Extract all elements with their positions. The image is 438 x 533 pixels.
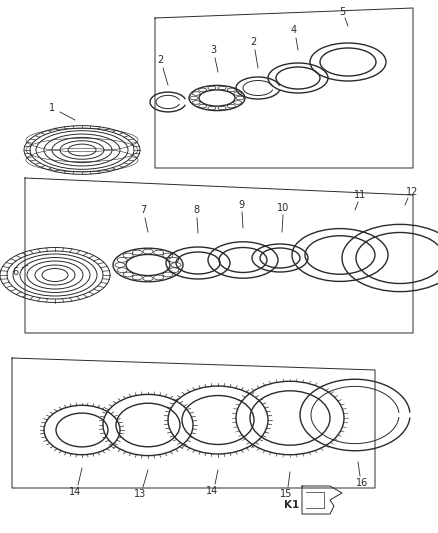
Text: 13: 13 xyxy=(134,489,146,499)
Text: 7: 7 xyxy=(140,205,146,215)
Text: 6: 6 xyxy=(12,267,18,277)
Text: 5: 5 xyxy=(339,7,345,17)
Text: 16: 16 xyxy=(356,478,368,488)
Text: 14: 14 xyxy=(206,486,218,496)
Text: 8: 8 xyxy=(193,205,199,215)
Text: 2: 2 xyxy=(157,55,163,65)
Text: K1: K1 xyxy=(284,500,300,510)
Text: 4: 4 xyxy=(291,25,297,35)
Text: 11: 11 xyxy=(354,190,366,200)
Text: 2: 2 xyxy=(250,37,256,47)
Text: 1: 1 xyxy=(49,103,55,113)
Text: 9: 9 xyxy=(238,200,244,210)
Text: 10: 10 xyxy=(277,203,289,213)
Text: 12: 12 xyxy=(406,187,418,197)
Text: 14: 14 xyxy=(69,487,81,497)
Text: 15: 15 xyxy=(280,489,292,499)
Text: 3: 3 xyxy=(210,45,216,55)
